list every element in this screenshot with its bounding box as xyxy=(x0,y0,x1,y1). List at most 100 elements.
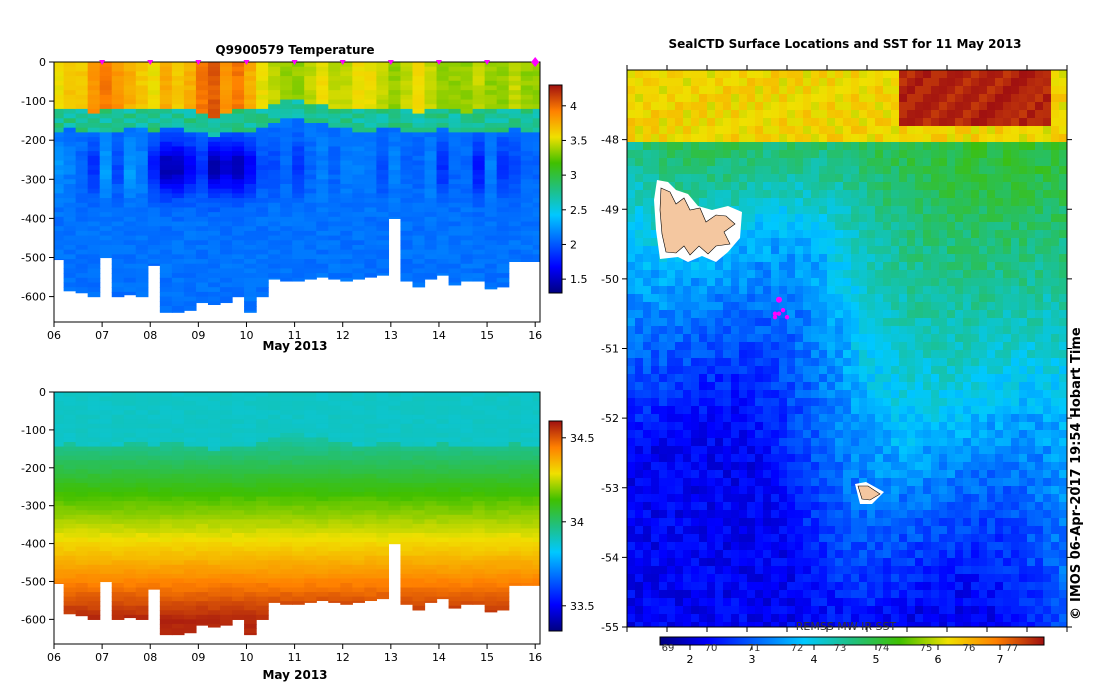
section-cell xyxy=(412,249,426,255)
section-cell xyxy=(352,277,365,280)
section-cell xyxy=(316,263,329,270)
section-cell xyxy=(484,437,498,443)
section-cell xyxy=(195,428,209,434)
section-cell xyxy=(111,601,125,607)
section-cell xyxy=(340,546,353,552)
section-cell xyxy=(207,392,221,398)
section-cell xyxy=(111,174,125,180)
section-cell xyxy=(63,90,77,96)
section-cell xyxy=(448,428,462,434)
sst-cell xyxy=(923,70,932,79)
colorbar-tick-label: 34 xyxy=(570,516,584,529)
section-cell xyxy=(352,85,365,91)
section-cell xyxy=(244,66,257,72)
section-cell xyxy=(171,127,185,133)
section-cell xyxy=(256,118,269,124)
sst-cell xyxy=(867,150,876,159)
sst-cell xyxy=(1051,94,1060,103)
sst-cell xyxy=(731,110,740,119)
section-cell xyxy=(268,183,281,190)
sst-cell xyxy=(955,158,964,167)
section-cell xyxy=(364,160,377,166)
section-cell xyxy=(508,414,522,420)
section-cell xyxy=(147,564,161,570)
section-cell xyxy=(376,582,390,589)
sst-cell xyxy=(723,134,732,143)
section-cell xyxy=(412,80,426,87)
section-cell xyxy=(195,564,209,570)
section-cell xyxy=(376,212,390,218)
sst-cell xyxy=(683,110,692,119)
section-cell xyxy=(220,90,233,96)
sst-cell xyxy=(795,134,804,143)
section-cell xyxy=(220,259,233,265)
section-cell xyxy=(340,141,353,148)
section-cell xyxy=(496,141,510,148)
section-cell xyxy=(424,482,438,489)
section-cell xyxy=(123,614,137,619)
section-cell xyxy=(340,455,353,461)
sst-cell xyxy=(763,102,772,111)
section-cell xyxy=(123,174,137,180)
sst-cell xyxy=(915,198,924,207)
section-cell xyxy=(400,546,414,552)
section-cell xyxy=(460,578,474,584)
sst-cell xyxy=(787,158,796,167)
section-cell xyxy=(496,605,510,611)
section-cell xyxy=(135,169,149,176)
sst-cell xyxy=(675,86,684,95)
section-cell xyxy=(280,244,293,251)
section-cell xyxy=(111,573,125,580)
section-cell xyxy=(412,551,426,557)
section-cell xyxy=(412,519,426,525)
section-cell xyxy=(520,451,534,457)
section-cell xyxy=(508,573,522,580)
section-cell xyxy=(352,216,365,223)
section-cell xyxy=(54,451,65,457)
section-cell xyxy=(183,198,197,204)
x-tick-label: 10 xyxy=(239,329,253,342)
section-cell xyxy=(400,482,414,489)
section-cell xyxy=(316,160,329,166)
section-cell xyxy=(99,555,113,561)
section-cell xyxy=(328,546,341,552)
sst-cell xyxy=(971,182,980,191)
section-cell xyxy=(472,492,486,498)
section-cell xyxy=(400,487,414,493)
sst-cell xyxy=(1027,70,1036,79)
section-cell xyxy=(328,160,341,166)
section-cell xyxy=(448,496,462,502)
section-cell xyxy=(280,66,293,72)
section-cell xyxy=(460,221,474,227)
section-cell xyxy=(388,501,402,507)
sst-cell xyxy=(867,94,876,103)
section-cell xyxy=(412,151,426,157)
section-cell xyxy=(436,396,450,402)
sst-cell xyxy=(675,94,684,103)
sst-cell xyxy=(691,126,700,135)
section-cell xyxy=(292,510,305,516)
section-cell xyxy=(316,473,329,479)
section-cell xyxy=(340,71,353,77)
section-cell xyxy=(472,216,486,223)
section-cell xyxy=(472,90,486,96)
section-cell xyxy=(244,451,257,457)
section-cell xyxy=(436,569,450,575)
section-cell xyxy=(147,137,161,143)
sst-cell xyxy=(947,78,956,87)
section-cell xyxy=(244,169,257,176)
section-cell xyxy=(256,532,269,539)
section-cell xyxy=(244,94,257,101)
section-cell xyxy=(244,273,257,279)
section-cell xyxy=(159,146,173,152)
sst-cell xyxy=(963,174,972,183)
section-cell xyxy=(87,122,101,129)
section-cell xyxy=(87,464,101,470)
section-cell xyxy=(496,122,510,129)
section-cell xyxy=(460,478,474,484)
section-cell xyxy=(87,80,101,87)
sst-cell xyxy=(931,190,940,199)
section-cell xyxy=(304,410,317,416)
x-tick-label: 14 xyxy=(432,651,446,664)
colorbar-tick-label: 33.5 xyxy=(570,600,595,613)
